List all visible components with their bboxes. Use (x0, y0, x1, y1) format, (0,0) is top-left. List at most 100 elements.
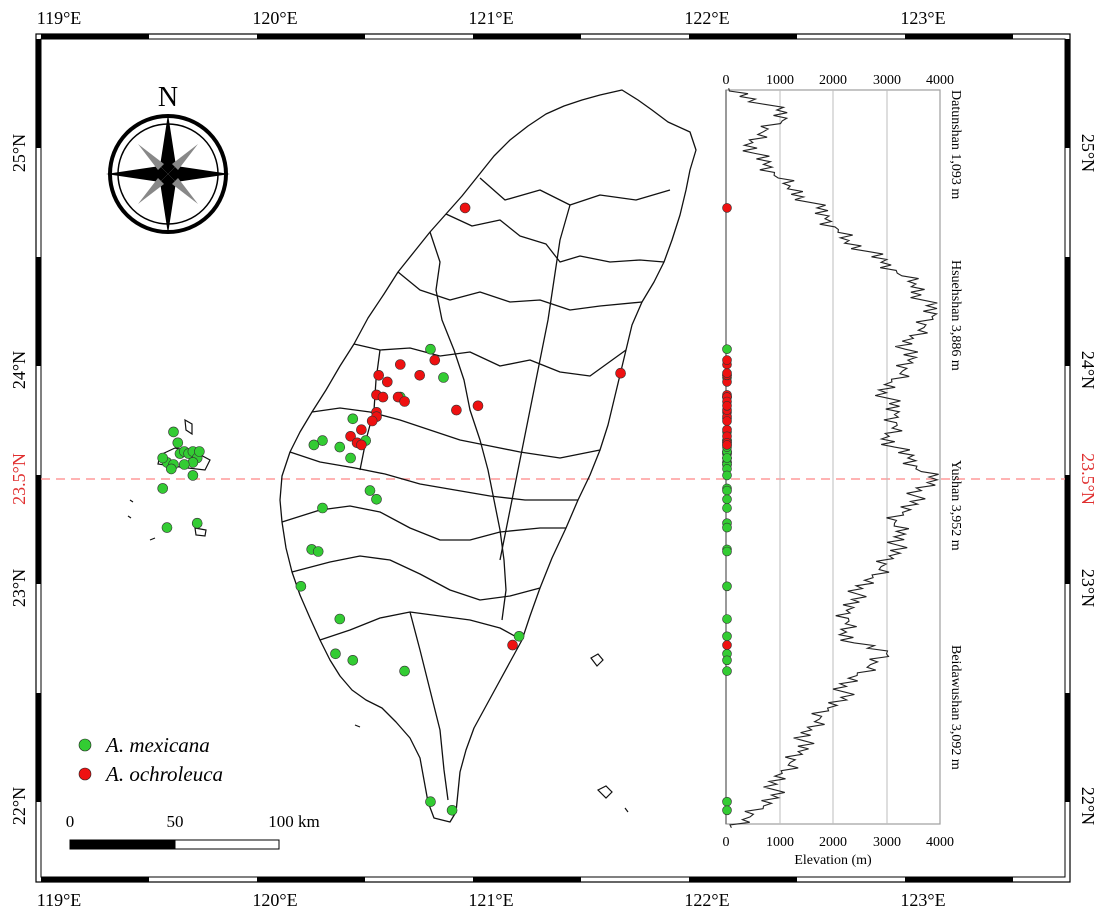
mexicana-point (179, 459, 190, 470)
elevation-mexicana-point (722, 503, 732, 513)
mexicana-point (168, 426, 179, 438)
legend: A. mexicana A. ochroleuca (78, 733, 223, 786)
lon-label-120: 120°E (252, 8, 297, 28)
ochroleuca-point (429, 354, 441, 366)
mexicana-point (334, 441, 346, 453)
lat-label-24-left: 24°N (9, 351, 29, 389)
lon-label-119-bottom: 119°E (37, 890, 82, 910)
svg-text:0: 0 (723, 73, 730, 88)
scale-tick-0: 0 (66, 812, 75, 831)
county-border (397, 271, 643, 311)
elevation-ochroleuca-point (722, 640, 732, 650)
county-border (429, 231, 507, 621)
scale-tick-50: 50 (167, 812, 184, 831)
lat-label-25-left: 25°N (9, 134, 29, 172)
mexicana-point (438, 372, 449, 383)
frame-segment (1065, 693, 1070, 802)
elevation-mexicana-point (722, 581, 732, 592)
mexicana-point (425, 796, 436, 808)
elevation-ochroleuca-point (722, 355, 732, 365)
lon-label-123-bottom: 123°E (900, 890, 945, 910)
elevation-bottom-ticks: 0 1000 2000 3000 4000 (723, 835, 955, 850)
frame-segment (1065, 39, 1070, 148)
elevation-mexicana-point (722, 805, 732, 816)
offshore-islets (354, 653, 629, 813)
elevation-occurrence-points (722, 203, 732, 816)
ochroleuca-point (356, 424, 367, 436)
svg-text:4000: 4000 (926, 73, 954, 88)
ochroleuca-point (399, 396, 410, 407)
svg-text:1000: 1000 (766, 835, 794, 850)
mexicana-point (194, 446, 205, 457)
ochroleuca-point (356, 439, 367, 451)
longitude-labels-bottom: 119°E 120°E 121°E 122°E 123°E (37, 890, 946, 910)
mexicana-point (295, 580, 307, 592)
mexicana-point (364, 485, 376, 496)
frame-segment (36, 475, 41, 584)
svg-text:2000: 2000 (819, 835, 847, 850)
ochroleuca-point (377, 391, 389, 403)
elevation-ochroleuca-point (722, 368, 732, 379)
frame-segment (689, 877, 797, 882)
lat-label-25-right: 25°N (1078, 134, 1098, 172)
lat-label-22-right: 22°N (1078, 787, 1098, 825)
ochroleuca-point (507, 639, 518, 651)
mexicana-point (330, 648, 341, 660)
elevation-xlabel: Elevation (m) (794, 853, 872, 868)
elevation-mexicana-point (722, 614, 732, 624)
county-border (409, 611, 449, 801)
legend-label-mexicana: A. mexicana (104, 733, 210, 757)
taiwan-coastline (279, 89, 697, 823)
mexicana-point (172, 437, 184, 449)
mexicana-point (191, 517, 203, 529)
legend-swatch-mexicana (78, 738, 92, 752)
mexicana-point (371, 493, 382, 505)
frame-segment (1065, 257, 1070, 366)
frame-segment (36, 39, 41, 148)
elevation-ochroleuca-point (722, 416, 732, 426)
elevation-mexicana-point (722, 485, 732, 496)
svg-text:4000: 4000 (926, 835, 954, 850)
svg-text:3000: 3000 (873, 73, 901, 88)
ochroleuca-point (472, 400, 484, 412)
elevation-ochroleuca-point (722, 400, 732, 411)
elevation-top-ticks: 0 1000 2000 3000 4000 (723, 73, 955, 88)
county-border (353, 343, 627, 377)
county-border (499, 204, 571, 561)
scale-tick-100: 100 km (268, 812, 319, 831)
lon-label-121: 121°E (468, 8, 513, 28)
mexicana-point (317, 502, 328, 514)
elevation-mexicana-point (722, 631, 732, 642)
taiwan-map (279, 89, 697, 823)
latitude-labels-left: 25°N 24°N 23.5°N 23°N 22°N (9, 134, 29, 825)
lon-label-122: 122°E (684, 8, 729, 28)
peak-label-beidawushan: Beidawushan 3,092 m (948, 645, 963, 770)
mexicana-point (166, 463, 177, 475)
mexicana-point (157, 483, 168, 494)
north-label: N (158, 82, 178, 113)
frame-segment (36, 257, 41, 366)
scale-bar: 0 50 100 km (66, 812, 320, 850)
elevation-mexicana-point (722, 655, 732, 666)
frame-segment (689, 34, 797, 39)
frame-segment (473, 877, 581, 882)
mexicana-point (446, 804, 458, 816)
lon-label-123: 123°E (900, 8, 945, 28)
county-border (281, 505, 566, 541)
frame-segment (36, 693, 41, 802)
frame-segment (257, 34, 365, 39)
county-border (289, 451, 578, 501)
legend-swatch-ochroleuca (78, 767, 92, 781)
latitude-labels-right: 25°N 24°N 23.5°N 23°N 22°N (1078, 134, 1098, 825)
frame-segment (41, 34, 149, 39)
mexicana-point (513, 630, 525, 642)
mexicana-point (347, 654, 359, 666)
frame-segment (905, 877, 1013, 882)
ochroleuca-point (414, 369, 426, 381)
frame-segment (905, 34, 1013, 39)
peak-label-yushan: Yushan 3,952 m (948, 460, 963, 551)
ochroleuca-point (345, 430, 356, 442)
elevation-ochroleuca-point (722, 440, 732, 450)
lon-label-119: 119°E (37, 8, 82, 28)
